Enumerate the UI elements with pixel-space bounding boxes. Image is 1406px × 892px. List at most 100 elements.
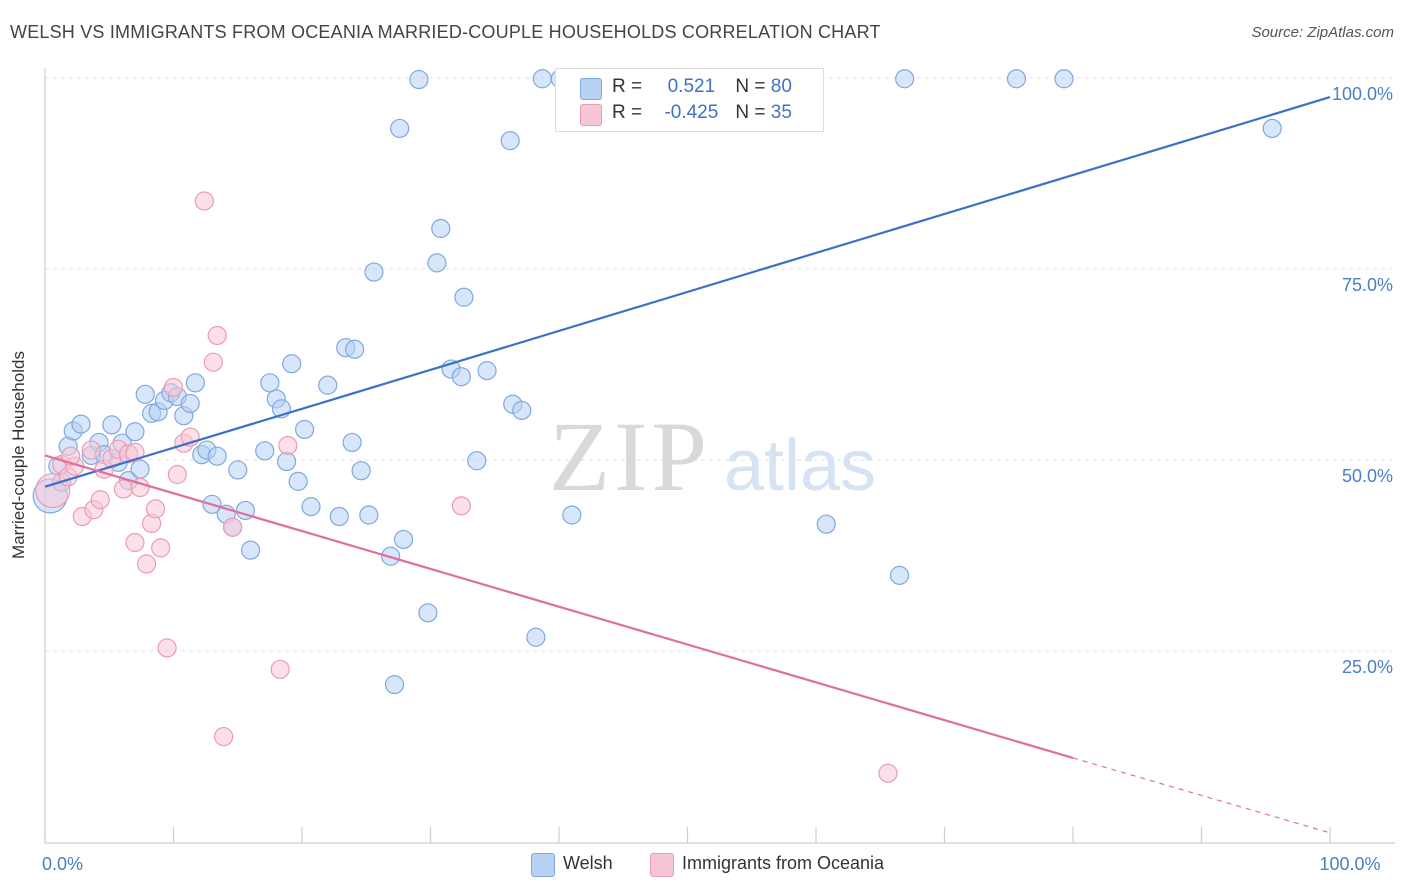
welsh-point [1006,69,1027,89]
welsh-point [318,375,338,395]
welsh-point [255,441,275,461]
welsh-point [301,497,321,517]
oceania-trend-extension [1072,757,1331,834]
oceania-point [214,726,234,747]
oceania-point [163,377,184,398]
welsh-point [390,118,410,139]
trend-lines [44,96,1331,834]
legend-welsh-n-value: 80 [770,76,792,97]
watermark-atlas: atlas [724,426,876,506]
welsh-point [125,422,145,442]
tick-labels: 25.0% 50.0% 75.0% 100.0% 0.0% 100.0% [42,84,1393,874]
welsh-point [467,451,487,471]
welsh-point [71,414,91,434]
oceania-point [145,499,166,519]
welsh-point [135,384,155,404]
legend-oceania-r-label: R = [612,102,648,123]
welsh-point [288,471,308,491]
welsh-point [228,460,248,480]
oceania-point [223,517,243,537]
welsh-point [409,69,429,90]
oceania-point [125,532,145,553]
welsh-point [526,627,546,647]
oceania-point [278,435,298,456]
welsh-point [1262,118,1282,139]
x-tick-label: 0.0% [42,854,83,874]
welsh-point [816,514,836,534]
welsh-point [185,373,205,393]
legend-swatch-welsh [580,78,602,100]
welsh-trend-line [44,96,1331,488]
welsh-point [427,253,447,273]
oceania-point [451,496,471,516]
oceania-point [878,763,898,783]
welsh-point [451,367,471,387]
welsh-point [512,400,532,420]
y-tick-label: 75.0% [1342,275,1393,295]
welsh-point [477,361,497,381]
welsh-point [180,393,200,414]
oceania-point [90,490,110,510]
legend-oceania-n-label: N = [735,102,771,123]
welsh-point [130,459,150,479]
legend-oceania-n-value: 35 [770,102,792,123]
oceania-point [167,464,187,485]
welsh-point [500,131,520,151]
bottom-legend-swatch-welsh [531,853,555,877]
welsh-point [260,373,280,393]
welsh-point [282,354,302,374]
y-tick-label: 100.0% [1332,84,1393,104]
oceania-point [113,479,133,499]
welsh-point [1054,69,1074,89]
welsh-point [345,339,365,359]
welsh-point [207,446,227,466]
oceania-point [151,538,171,558]
welsh-point [294,419,315,440]
legend-welsh-n-label: N = [735,76,771,97]
welsh-point [351,461,371,481]
welsh-point [241,540,261,560]
welsh-point [342,432,362,453]
legend-oceania-r-value: -0.425 [664,102,719,123]
oceania-point [270,659,290,679]
stats-legend: R = 0.521 N = 80 R = -0.425 N = 35 [555,68,824,132]
welsh-point [562,505,582,525]
bottom-legend-label-welsh: Welsh [563,853,613,873]
oceania-point [207,325,227,346]
welsh-point [418,603,438,623]
legend-welsh-r-value: 0.521 [667,76,716,97]
welsh-point [359,505,379,525]
y-tick-label: 25.0% [1342,657,1393,677]
welsh-point [384,675,405,695]
welsh-point [532,69,552,89]
watermark-zip: ZIP [549,401,711,512]
welsh-point [329,506,349,527]
watermark: ZIP atlas [549,401,876,512]
legend-swatch-oceania [580,104,602,126]
oceania-point [125,442,145,462]
welsh-point [102,415,122,435]
bottom-legend-swatch-oceania [650,853,674,877]
oceania-point [81,440,101,460]
y-tick-label: 50.0% [1342,466,1393,486]
gridlines [45,77,1395,652]
welsh-point [889,565,910,585]
x-tick-label: 100.0% [1319,854,1380,874]
oceania-point [203,352,223,372]
oceania-point [194,191,214,211]
legend-welsh-r-label: R = [612,76,648,97]
axes [44,68,1395,844]
welsh-point [276,451,297,472]
source-label: Source: ZipAtlas.com [1251,24,1394,41]
chart-title: WELSH VS IMMIGRANTS FROM OCEANIA MARRIED… [10,22,881,42]
welsh-point [895,69,915,89]
oceania-point [157,638,177,658]
welsh-point [431,218,451,239]
oceania-trend-line [44,454,1074,760]
oceania-point [136,554,157,574]
welsh-point [454,287,474,307]
welsh-point [393,529,414,550]
bottom-legend-label-oceania: Immigrants from Oceania [682,853,885,873]
welsh-point [364,262,384,282]
